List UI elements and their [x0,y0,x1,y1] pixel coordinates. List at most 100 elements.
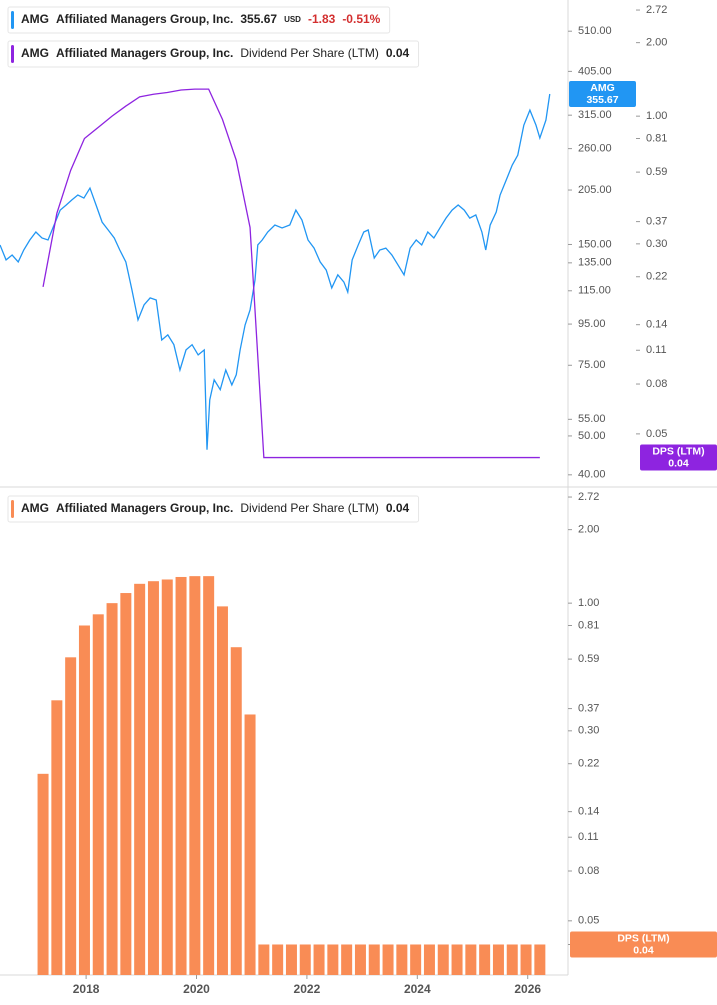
bar [396,944,408,975]
legend: AMG Affiliated Managers Group, Inc. Divide… [7,40,420,68]
legend-item: AMG [21,501,49,515]
legend-item: 0.04 [386,46,410,60]
bar [203,576,215,975]
y-tick-label: 0.22 [646,271,667,283]
y-tick-label: 1.00 [646,110,667,122]
bar [51,700,63,975]
y-tick-label: 2.00 [578,524,599,536]
legend-box [7,6,391,34]
y-tick-label: 0.08 [646,378,667,390]
bar [216,606,228,975]
y-tick-label: 0.11 [578,831,599,843]
y-tick-label: 2.72 [578,491,599,503]
y-tick-label: 260.00 [578,143,612,155]
y-tick-label: 0.05 [578,915,599,927]
bar [382,944,394,975]
value-badge [569,81,636,108]
y-tick-label: 135.00 [578,257,612,269]
bar [506,944,518,975]
legend-text: AMG Affiliated Managers Group, Inc. Divide… [21,46,410,60]
bar [37,773,49,975]
y-tick-label: 0.37 [578,702,599,714]
y-tick-label: 0.08 [578,865,599,877]
bar [299,944,311,975]
x-tick-label: 2020 [183,982,210,996]
legend-item: 0.04 [386,501,410,515]
bar [423,944,435,975]
y-tick-label: 0.59 [646,166,667,178]
y-tick-label: 0.11 [646,344,667,356]
bar [120,593,132,975]
badge-label: AMG [590,82,615,94]
y-tick-label: 2.00 [646,37,667,49]
bar [65,657,77,975]
legend: AMG Affiliated Managers Group, Inc. 355.67… [7,6,391,34]
bar [465,944,477,975]
y-tick-label: 95.00 [578,318,606,330]
bar [230,647,242,975]
bar [134,583,146,975]
legend-box [7,495,420,523]
bar [147,581,159,975]
bar [451,944,463,975]
bar [313,944,325,975]
legend: AMG Affiliated Managers Group, Inc. Divide… [7,495,420,523]
legend-item: AMG [21,12,49,26]
y-tick-label: 0.05 [646,428,667,440]
y-tick-label: 0.59 [578,653,599,665]
y-tick-label: 0.81 [646,132,667,144]
x-tick-label: 2024 [404,982,431,996]
y-tick-label: 0.14 [578,806,599,818]
bar [327,944,339,975]
y-tick-label: 75.00 [578,359,606,371]
bar [410,944,422,975]
legend-item: -1.83 [308,12,336,26]
value-badge [640,444,717,471]
x-tick-label: 2022 [294,982,321,996]
y-tick-label: 0.22 [578,758,599,770]
bar [368,944,380,975]
bar [106,603,118,975]
x-tick-label: 2018 [73,982,100,996]
y-tick-label: 510.00 [578,25,612,37]
y-tick-label: 40.00 [578,469,606,481]
y-tick-label: 150.00 [578,238,612,250]
legend-item: 355.67 [240,12,277,26]
x-tick-label: 2026 [514,982,541,996]
bar [534,944,546,975]
y-tick-label: 2.72 [646,4,667,16]
badge-value: 355.67 [586,94,618,106]
bar [479,944,491,975]
bar [437,944,449,975]
bar [520,944,532,975]
y-tick-label: 0.14 [646,319,667,331]
value-badge [570,931,717,958]
bar [492,944,504,975]
legend-item: USD [284,15,301,24]
legend-box [7,40,420,68]
legend-swatch [11,11,14,29]
y-tick-label: 50.00 [578,430,606,442]
legend-item: -0.51% [342,12,380,26]
bar [189,576,201,975]
bar [285,944,297,975]
y-tick-label: 405.00 [578,65,612,77]
y-tick-label: 0.30 [578,725,599,737]
bar [92,614,104,975]
y-tick-label: 0.81 [578,619,599,631]
y-tick-label: 0.37 [646,216,667,228]
data-line [0,93,551,450]
bar [258,944,270,975]
badge-label: DPS (LTM) [617,932,669,944]
legend-text: AMG Affiliated Managers Group, Inc. 355.67… [21,12,381,26]
bar [175,576,187,975]
legend-text: AMG Affiliated Managers Group, Inc. Divide… [21,501,410,515]
y-tick-label: 205.00 [578,184,612,196]
bar [272,944,284,975]
legend-item: Affiliated Managers Group, Inc. [56,46,233,60]
bar [161,579,173,975]
legend-item: Affiliated Managers Group, Inc. [56,501,233,515]
y-tick-label: 0.30 [646,238,667,250]
legend-item: AMG [21,46,49,60]
